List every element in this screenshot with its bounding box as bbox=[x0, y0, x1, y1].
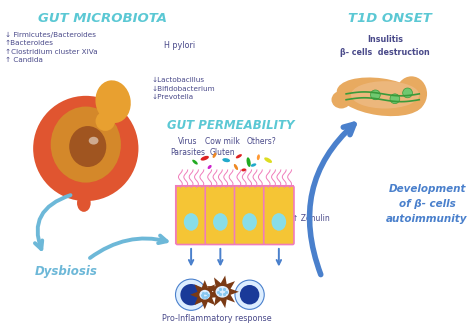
Ellipse shape bbox=[95, 80, 131, 123]
Ellipse shape bbox=[201, 156, 209, 161]
Text: GUT PERMEABILITY: GUT PERMEABILITY bbox=[167, 119, 295, 132]
Circle shape bbox=[181, 284, 202, 306]
Polygon shape bbox=[207, 276, 239, 308]
Ellipse shape bbox=[96, 112, 115, 131]
Ellipse shape bbox=[69, 126, 106, 167]
Ellipse shape bbox=[51, 107, 121, 183]
Ellipse shape bbox=[242, 213, 257, 231]
Ellipse shape bbox=[216, 286, 229, 298]
FancyBboxPatch shape bbox=[176, 186, 206, 244]
Ellipse shape bbox=[184, 213, 199, 231]
Ellipse shape bbox=[222, 158, 230, 162]
Text: Cow milk
Gluten: Cow milk Gluten bbox=[205, 137, 240, 157]
Text: Others?: Others? bbox=[246, 137, 276, 146]
Ellipse shape bbox=[200, 290, 210, 300]
Circle shape bbox=[371, 90, 380, 100]
Ellipse shape bbox=[246, 157, 251, 167]
FancyBboxPatch shape bbox=[205, 186, 236, 244]
Ellipse shape bbox=[331, 91, 351, 109]
Text: ↑ Zonulin: ↑ Zonulin bbox=[292, 214, 329, 223]
Ellipse shape bbox=[241, 168, 246, 171]
Ellipse shape bbox=[208, 165, 211, 169]
Circle shape bbox=[390, 94, 400, 104]
Ellipse shape bbox=[213, 213, 228, 231]
Text: Development
of β- cells
autoimmunity: Development of β- cells autoimmunity bbox=[386, 184, 468, 224]
Text: ↓ Firmicutes/Bacteroides
↑Bacteroides
↑Clostridium cluster XIVa
↑ Candida: ↓ Firmicutes/Bacteroides ↑Bacteroides ↑C… bbox=[5, 31, 98, 63]
Ellipse shape bbox=[337, 77, 424, 116]
Circle shape bbox=[235, 280, 264, 309]
Text: T1D ONSET: T1D ONSET bbox=[348, 12, 432, 25]
Ellipse shape bbox=[272, 213, 286, 231]
Circle shape bbox=[403, 88, 412, 98]
Ellipse shape bbox=[192, 160, 198, 165]
Text: H pylori: H pylori bbox=[164, 41, 195, 50]
Text: Pro-Inflammatory response: Pro-Inflammatory response bbox=[162, 314, 271, 323]
Ellipse shape bbox=[234, 164, 238, 170]
Ellipse shape bbox=[396, 76, 427, 112]
Ellipse shape bbox=[236, 154, 242, 158]
Ellipse shape bbox=[257, 154, 260, 160]
Ellipse shape bbox=[251, 163, 256, 167]
FancyBboxPatch shape bbox=[235, 186, 264, 244]
Circle shape bbox=[240, 285, 259, 305]
Ellipse shape bbox=[212, 153, 217, 158]
Text: GUT MICROBIOTA: GUT MICROBIOTA bbox=[38, 12, 167, 25]
Text: Dysbiosis: Dysbiosis bbox=[35, 266, 98, 279]
Text: ↓Lactobacillus
↓Bifidobacterium
↓Prevotella: ↓Lactobacillus ↓Bifidobacterium ↓Prevote… bbox=[151, 77, 215, 100]
Text: Virus
Parasites: Virus Parasites bbox=[171, 137, 206, 157]
Ellipse shape bbox=[351, 81, 419, 109]
Polygon shape bbox=[190, 280, 219, 309]
Ellipse shape bbox=[33, 96, 138, 201]
Ellipse shape bbox=[89, 137, 99, 145]
Text: Insulitis
β- cells  destruction: Insulitis β- cells destruction bbox=[340, 35, 430, 57]
Ellipse shape bbox=[264, 157, 272, 163]
Circle shape bbox=[175, 279, 207, 310]
Ellipse shape bbox=[77, 194, 91, 212]
FancyBboxPatch shape bbox=[264, 186, 294, 244]
